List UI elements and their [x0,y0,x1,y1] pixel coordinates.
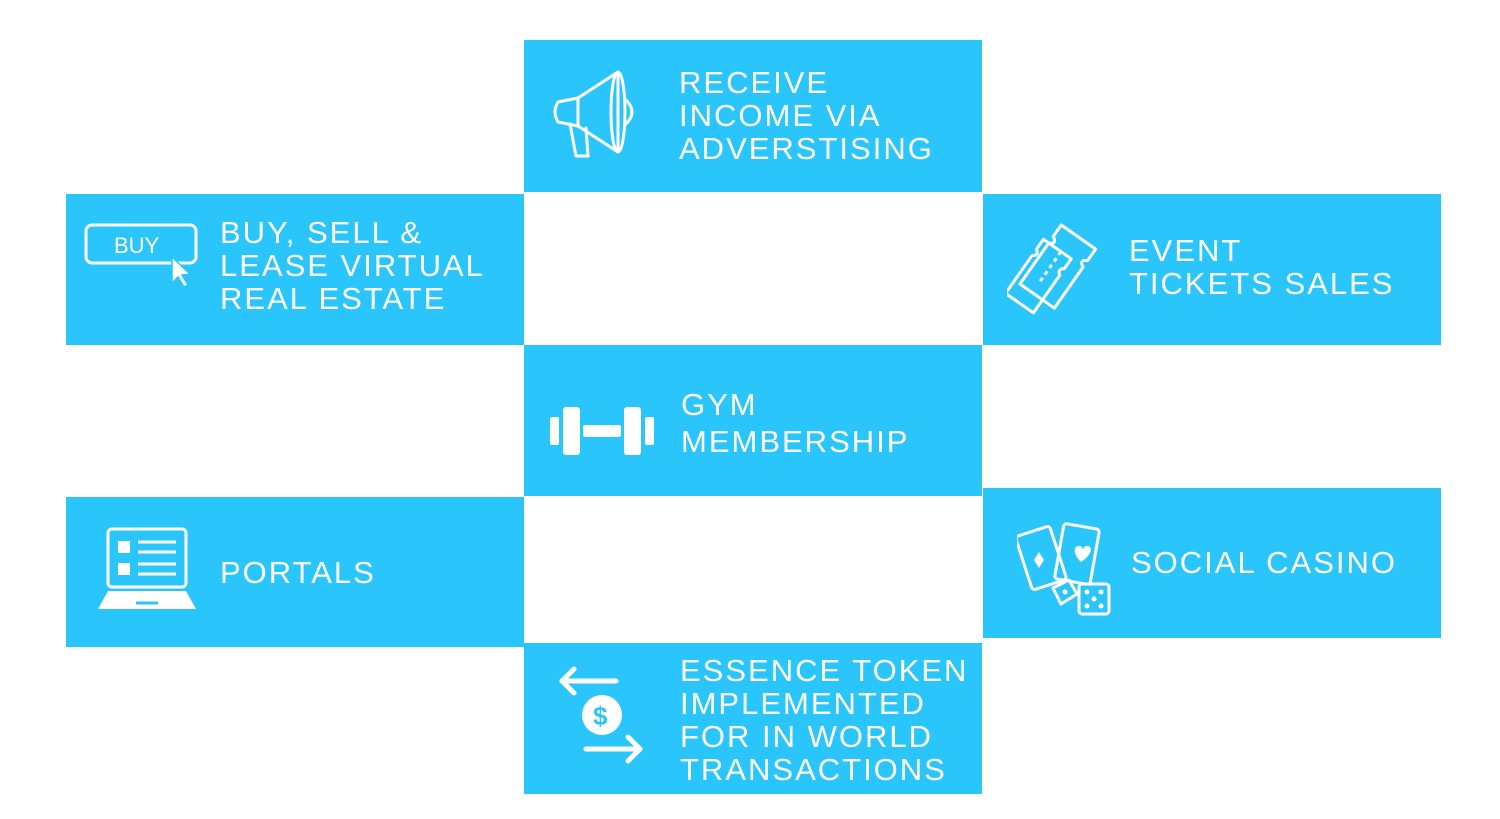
tile-social-casino-label: SOCIAL CASINO [1131,545,1398,580]
cards-dice-icon [1017,518,1121,622]
dollar-exchange-icon: $ [556,665,648,765]
megaphone-icon [548,64,648,164]
tickets-icon [1007,222,1107,322]
tile-gym: GYM MEMBERSHIP [524,345,982,496]
tile-real-estate-label: BUY, SELL & LEASE VIRTUAL REAL ESTATE [220,215,485,316]
tile-advertising-label: RECEIVE INCOME VIA ADVERSTISING [679,65,934,166]
buy-button-cursor-icon: BUY [84,221,204,291]
tile-event-tickets: EVENT TICKETS SALES [983,194,1441,345]
tile-portals: PORTALS [66,497,524,647]
svg-text:$: $ [593,701,608,731]
laptop-list-icon [96,525,198,617]
dumbbell-icon [550,405,654,457]
tile-portals-label: PORTALS [220,555,376,590]
tile-essence-token: $ ESSENCE TOKEN IMPLEMENTED FOR IN WORLD… [524,643,982,794]
tile-advertising: RECEIVE INCOME VIA ADVERSTISING [524,40,982,192]
tile-gym-label: GYM MEMBERSHIP [681,387,910,459]
buy-icon-text: BUY [114,233,160,258]
tile-social-casino: SOCIAL CASINO [983,488,1441,638]
tile-event-tickets-label: EVENT TICKETS SALES [1129,233,1395,301]
tile-real-estate: BUY BUY, SELL & LEASE VIRTUAL REAL ESTAT… [66,194,524,345]
tile-essence-token-label: ESSENCE TOKEN IMPLEMENTED FOR IN WORLD T… [680,653,969,787]
